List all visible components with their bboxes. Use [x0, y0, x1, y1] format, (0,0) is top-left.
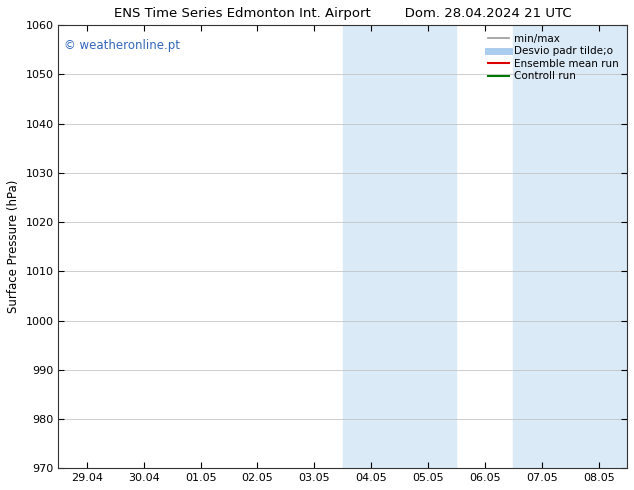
Y-axis label: Surface Pressure (hPa): Surface Pressure (hPa)	[7, 180, 20, 314]
Title: ENS Time Series Edmonton Int. Airport        Dom. 28.04.2024 21 UTC: ENS Time Series Edmonton Int. Airport Do…	[114, 7, 572, 20]
Legend: min/max, Desvio padr tilde;o, Ensemble mean run, Controll run: min/max, Desvio padr tilde;o, Ensemble m…	[485, 30, 622, 85]
Bar	[514, 25, 627, 468]
Text: © weatheronline.pt: © weatheronline.pt	[64, 39, 180, 51]
Bar	[343, 25, 456, 468]
